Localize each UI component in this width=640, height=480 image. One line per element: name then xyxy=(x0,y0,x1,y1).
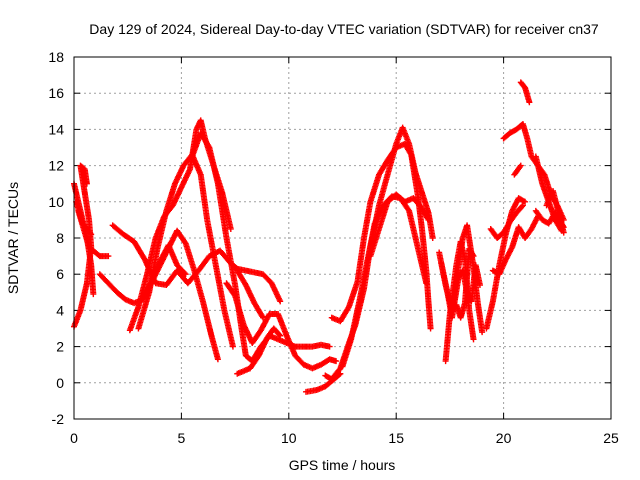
trace-t24 xyxy=(487,202,526,241)
trace-t5 xyxy=(109,222,284,305)
data-point xyxy=(277,332,284,339)
data-point xyxy=(469,251,476,258)
y-tick-label: 10 xyxy=(48,194,64,210)
data-point xyxy=(90,291,97,298)
data-point xyxy=(277,298,284,305)
x-axis-title: GPS time / hours xyxy=(289,457,396,473)
data-point xyxy=(405,206,412,213)
data-point xyxy=(326,343,333,350)
data-point xyxy=(427,325,434,332)
data-point xyxy=(83,180,90,187)
y-axis-title: SDTVAR / TECUs xyxy=(5,182,21,294)
data-point xyxy=(470,336,477,343)
x-tick-label: 20 xyxy=(496,430,512,446)
data-point xyxy=(476,282,483,289)
y-tick-label: 18 xyxy=(48,49,64,65)
x-tick-label: 15 xyxy=(388,430,404,446)
data-point xyxy=(333,358,340,365)
data-point xyxy=(519,203,526,210)
trace-t27 xyxy=(517,79,533,106)
data-point xyxy=(522,198,529,205)
data-point xyxy=(87,230,94,237)
trace-t11 xyxy=(223,280,340,372)
trace-t18 xyxy=(367,191,432,260)
data-point xyxy=(260,314,267,321)
data-point xyxy=(182,271,189,278)
data-point xyxy=(526,99,533,106)
trace-t13 xyxy=(234,267,267,321)
data-point xyxy=(181,270,188,277)
data-point xyxy=(516,163,523,170)
trace-t28 xyxy=(511,162,524,178)
trace-t16 xyxy=(328,140,434,332)
y-tick-label: 0 xyxy=(56,375,64,391)
trace-t12 xyxy=(234,325,284,377)
x-tick-label: 10 xyxy=(281,430,297,446)
data-point xyxy=(479,329,486,336)
data-point xyxy=(429,235,436,241)
y-tick-label: 12 xyxy=(48,158,64,174)
data-point xyxy=(560,229,567,236)
data-points xyxy=(71,79,567,395)
x-tick-label: 5 xyxy=(178,430,186,446)
data-point xyxy=(519,202,526,209)
data-point xyxy=(425,216,432,223)
y-tick-label: 16 xyxy=(48,85,64,101)
y-tick-label: -2 xyxy=(52,411,65,427)
data-point xyxy=(229,343,236,350)
chart-title: Day 129 of 2024, Sidereal Day-to-day VTE… xyxy=(89,21,599,37)
trace-t25 xyxy=(489,213,541,278)
trace-t4 xyxy=(73,198,95,238)
data-point xyxy=(276,331,283,338)
data-point xyxy=(520,198,527,205)
data-point xyxy=(88,231,95,238)
y-tick-label: 2 xyxy=(56,339,64,355)
trace-t22 xyxy=(453,245,477,321)
y-tick-label: 4 xyxy=(56,302,64,318)
data-point xyxy=(470,253,477,260)
data-point xyxy=(214,356,221,363)
y-tick-label: 14 xyxy=(48,121,64,137)
x-tick-label: 0 xyxy=(70,430,78,446)
y-tick-label: 8 xyxy=(56,230,64,246)
trace-t31 xyxy=(543,187,567,236)
data-point xyxy=(227,225,234,232)
data-point xyxy=(105,253,112,260)
y-tick-labels: -2 0 2 4 6 8 10 12 14 16 18 xyxy=(48,49,64,427)
x-tick-label: 25 xyxy=(603,430,619,446)
x-tick-labels: 0 5 10 15 20 25 xyxy=(70,430,619,446)
y-tick-label: 6 xyxy=(56,266,64,282)
trace-t9 xyxy=(96,242,189,307)
plot-frame xyxy=(73,56,612,420)
data-point xyxy=(423,280,430,287)
data-point xyxy=(517,162,524,169)
